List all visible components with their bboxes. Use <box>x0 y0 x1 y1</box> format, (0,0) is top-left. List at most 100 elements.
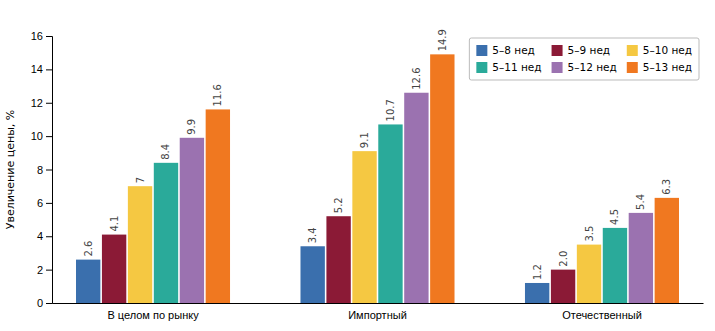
data-label: 14.9 <box>437 29 448 51</box>
data-label: 2.6 <box>83 241 94 257</box>
bar <box>378 124 402 303</box>
legend-swatch <box>627 45 638 56</box>
y-axis-title: Увеличение цены, % <box>4 110 17 230</box>
legend-swatch <box>552 45 563 56</box>
bar <box>430 54 454 303</box>
y-tick-label: 6 <box>37 197 43 209</box>
bar <box>128 186 152 303</box>
bar <box>180 138 204 303</box>
legend-item: 5–12 нед <box>552 61 617 73</box>
legend-frame <box>469 38 699 80</box>
y-tick-label: 4 <box>37 230 43 242</box>
legend-swatch <box>627 62 638 73</box>
data-labels: 2.6 3.4 1.2 4.1 5.2 2.0 7 9.1 3.5 8.4 10.7 4.5 9.9 12… <box>83 29 673 280</box>
bar <box>404 93 428 303</box>
y-tick-label: 14 <box>31 63 43 75</box>
data-label: 8.4 <box>160 144 171 160</box>
legend-item: 5–9 нед <box>552 44 611 56</box>
y-tick-label: 12 <box>31 97 43 109</box>
data-label: 9.9 <box>186 119 197 135</box>
y-tick-mark <box>46 170 52 171</box>
bar <box>551 270 575 303</box>
legend-label: 5–10 нед <box>643 44 692 56</box>
x-tick: Импортный <box>348 309 407 321</box>
legend-swatch <box>476 45 487 56</box>
legend-label: 5–9 нед <box>568 44 611 56</box>
bar <box>102 235 126 303</box>
bar <box>525 283 549 303</box>
y-axis-line <box>46 37 53 304</box>
y-tick: 0 <box>37 297 52 309</box>
bar <box>206 109 230 303</box>
y-tick: 8 <box>37 164 52 176</box>
bar <box>655 198 679 303</box>
y-tick-mark <box>46 203 52 204</box>
plot: 0 2 4 6 8 10 12 14 16 В целом по рынку Импортный От… <box>31 29 704 321</box>
data-label: 4.5 <box>609 209 620 225</box>
bar <box>76 260 100 303</box>
y-tick: 12 <box>31 97 52 109</box>
data-label: 10.7 <box>385 99 396 121</box>
y-tick: 4 <box>37 230 52 242</box>
y-tick-mark <box>46 236 52 237</box>
y-tick: 10 <box>31 130 52 142</box>
y-tick-label: 10 <box>31 130 43 142</box>
y-tick-mark <box>46 36 52 37</box>
data-label: 3.4 <box>307 227 318 243</box>
y-tick-label: 16 <box>31 30 43 42</box>
data-label: 7 <box>135 177 146 183</box>
y-tick-label: 0 <box>37 297 43 309</box>
y-tick: 14 <box>31 63 52 75</box>
data-label: 9.1 <box>359 132 370 148</box>
y-tick-mark <box>46 270 52 271</box>
legend-item: 5–13 нед <box>627 61 692 73</box>
y-tick-label: 2 <box>37 264 43 276</box>
chart: 0 2 4 6 8 10 12 14 16 В целом по рынку Импортный От… <box>0 0 715 331</box>
y-tick-mark <box>46 136 52 137</box>
bar <box>300 246 324 303</box>
y-tick: 6 <box>37 197 52 209</box>
x-axis: В целом по рынку Импортный Отечественный <box>53 304 704 321</box>
bar <box>577 245 601 303</box>
series <box>206 54 679 303</box>
legend: 5–8 нед 5–9 нед 5–10 нед 5–11 нед 5–12 нед 5–… <box>469 38 699 80</box>
x-tick-label: В целом по рынку <box>107 309 199 321</box>
legend-label: 5–12 нед <box>568 61 617 73</box>
data-label: 1.2 <box>532 264 543 280</box>
x-tick-label: Импортный <box>348 309 407 321</box>
data-label: 12.6 <box>411 67 422 89</box>
data-label: 4.1 <box>109 216 120 232</box>
data-label: 3.5 <box>584 226 595 242</box>
legend-label: 5–11 нед <box>492 61 541 73</box>
x-tick: В целом по рынку <box>107 309 199 321</box>
legend-item: 5–11 нед <box>476 61 541 73</box>
legend-item: 5–10 нед <box>627 44 692 56</box>
y-tick-mark <box>46 103 52 104</box>
bar <box>352 151 376 303</box>
x-tick: Отечественный <box>562 309 642 321</box>
bars <box>76 54 679 303</box>
series <box>180 93 653 303</box>
y-tick: 16 <box>31 30 52 42</box>
y-tick-label: 8 <box>37 164 43 176</box>
bar <box>154 163 178 303</box>
legend-swatch <box>552 62 563 73</box>
data-label: 2.0 <box>558 251 569 267</box>
bar <box>326 216 350 303</box>
legend-swatch <box>476 62 487 73</box>
legend-label: 5–13 нед <box>643 61 692 73</box>
legend-label: 5–8 нед <box>492 44 535 56</box>
y-tick-mark <box>46 69 52 70</box>
bar <box>603 228 627 303</box>
legend-item: 5–8 нед <box>476 44 535 56</box>
x-tick-label: Отечественный <box>562 309 642 321</box>
bar <box>629 213 653 303</box>
x-axis-line <box>53 303 704 304</box>
data-label: 5.4 <box>635 194 646 210</box>
y-tick: 2 <box>37 264 52 276</box>
data-label: 11.6 <box>212 84 223 106</box>
data-label: 5.2 <box>333 197 344 213</box>
y-axis: 0 2 4 6 8 10 12 14 16 <box>31 30 53 309</box>
data-label: 6.3 <box>661 179 672 195</box>
y-tick-mark <box>46 303 52 304</box>
